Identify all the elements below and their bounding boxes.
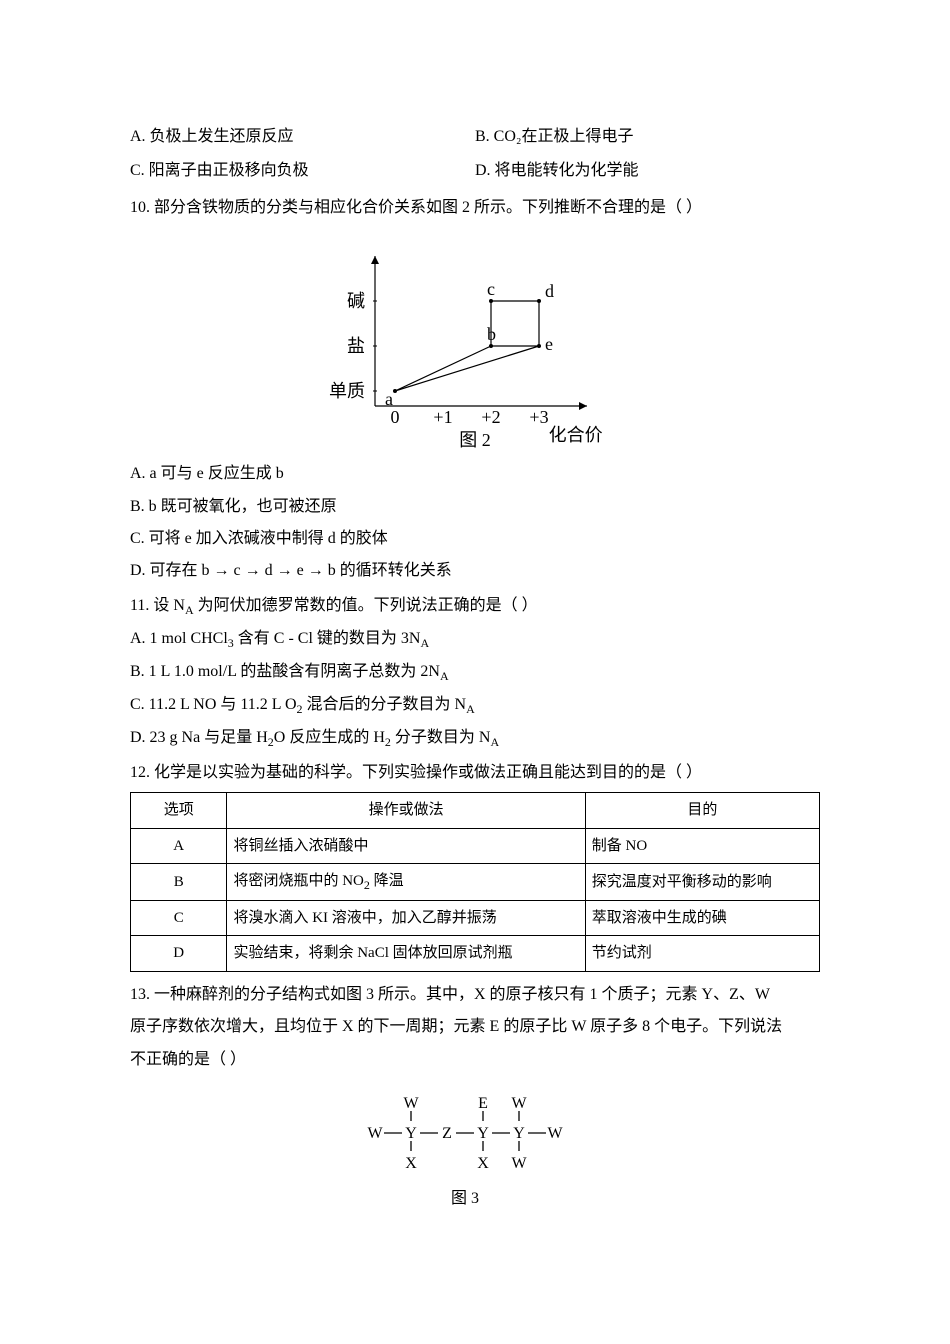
svg-text:碱: 碱	[347, 291, 365, 311]
table-cell: 将铜丝插入浓硝酸中	[227, 828, 585, 864]
q9-options-row1: A. 负极上发生还原反应 B. CO₂在正极上得电子	[130, 120, 820, 154]
svg-text:盐: 盐	[347, 336, 365, 356]
table-cell: 将密闭烧瓶中的 NO2 降温	[227, 864, 585, 901]
q11-optB: B. 1 L 1.0 mol/L 的盐酸含有阴离子总数为 2NA	[130, 657, 820, 688]
svg-text:Y: Y	[513, 1125, 525, 1142]
svg-text:化合价: 化合价	[549, 425, 603, 445]
svg-text:图 2: 图 2	[459, 430, 491, 450]
svg-text:0: 0	[391, 407, 400, 427]
q13-figure: WYZYYWWEWXXW图 3	[345, 1083, 605, 1223]
q9-options-row2: C. 阳离子由正极移向负极 D. 将电能转化为化学能	[130, 154, 820, 188]
q9-optC: C. 阳离子由正极移向负极	[130, 156, 475, 186]
svg-text:图 3: 图 3	[451, 1190, 479, 1207]
q10-optB: B. b 既可被氧化，也可被还原	[130, 492, 820, 522]
svg-text:c: c	[487, 279, 495, 299]
table-row: C将溴水滴入 KI 溶液中，加入乙醇并振荡萃取溶液中生成的碘	[131, 900, 820, 936]
table-header-row: 选项 操作或做法 目的	[131, 793, 820, 829]
svg-text:E: E	[478, 1095, 488, 1112]
q12-header-2: 目的	[585, 793, 819, 829]
q11-optC: C. 11.2 L NO 与 11.2 L O2 混合后的分子数目为 NA	[130, 690, 820, 721]
q11-optD: D. 23 g Na 与足量 H2O 反应生成的 H2 分子数目为 NA	[130, 723, 820, 754]
svg-text:a: a	[385, 389, 393, 409]
q12-header-0: 选项	[131, 793, 227, 829]
svg-text:X: X	[477, 1155, 489, 1172]
svg-text:单质: 单质	[329, 381, 365, 401]
svg-text:W: W	[367, 1125, 383, 1142]
svg-text:+3: +3	[529, 407, 548, 427]
svg-text:Y: Y	[405, 1125, 417, 1142]
svg-text:b: b	[487, 324, 496, 344]
table-cell: 制备 NO	[585, 828, 819, 864]
q13-stem-line1: 13. 一种麻醉剂的分子结构式如图 3 所示。其中，X 的原子核只有 1 个质子…	[130, 980, 820, 1010]
svg-text:W: W	[511, 1155, 527, 1172]
svg-text:W: W	[547, 1125, 563, 1142]
table-cell: B	[131, 864, 227, 901]
svg-text:e: e	[545, 334, 553, 354]
q11-optA: A. 1 mol CHCl3 含有 C - Cl 键的数目为 3NA	[130, 624, 820, 655]
q10-figure: 0 +1 +2 +3化合价 碱盐单质 a b e c d 图 2	[325, 231, 625, 451]
table-row: B将密闭烧瓶中的 NO2 降温探究温度对平衡移动的影响	[131, 864, 820, 901]
q11-stem: 11. 设 NA 为阿伏加德罗常数的值。下列说法正确的是（ ）	[130, 591, 820, 622]
q9-optB: B. CO₂在正极上得电子	[475, 122, 820, 152]
table-cell: A	[131, 828, 227, 864]
table-cell: 实验结束，将剩余 NaCl 固体放回原试剂瓶	[227, 936, 585, 972]
q9-optA: A. 负极上发生还原反应	[130, 122, 475, 152]
svg-text:W: W	[511, 1095, 527, 1112]
q10-optD: D. 可存在 b → c → d → e → b 的循环转化关系	[130, 556, 820, 586]
q13-stem-line3: 不正确的是（ ）	[130, 1045, 820, 1075]
table-cell: C	[131, 900, 227, 936]
table-cell: 节约试剂	[585, 936, 819, 972]
q10-optC: C. 可将 e 加入浓碱液中制得 d 的胶体	[130, 524, 820, 554]
q12-stem: 12. 化学是以实验为基础的科学。下列实验操作或做法正确且能达到目的的是（ ）	[130, 758, 820, 788]
svg-text:d: d	[545, 281, 554, 301]
table-cell: 萃取溶液中生成的碘	[585, 900, 819, 936]
svg-text:W: W	[403, 1095, 419, 1112]
q9-optD: D. 将电能转化为化学能	[475, 156, 820, 186]
q10-stem: 10. 部分含铁物质的分类与相应化合价关系如图 2 所示。下列推断不合理的是（ …	[130, 193, 820, 223]
svg-text:Z: Z	[442, 1125, 452, 1142]
svg-text:+2: +2	[481, 407, 500, 427]
q13-stem-line2: 原子序数依次增大，且均位于 X 的下一周期；元素 E 的原子比 W 原子多 8 …	[130, 1012, 820, 1042]
table-cell: 探究温度对平衡移动的影响	[585, 864, 819, 901]
svg-text:Y: Y	[477, 1125, 489, 1142]
q12-table: 选项 操作或做法 目的 A将铜丝插入浓硝酸中制备 NOB将密闭烧瓶中的 NO2 …	[130, 792, 820, 972]
svg-text:X: X	[405, 1155, 417, 1172]
q12-header-1: 操作或做法	[227, 793, 585, 829]
table-cell: D	[131, 936, 227, 972]
table-cell: 将溴水滴入 KI 溶液中，加入乙醇并振荡	[227, 900, 585, 936]
table-row: A将铜丝插入浓硝酸中制备 NO	[131, 828, 820, 864]
table-row: D实验结束，将剩余 NaCl 固体放回原试剂瓶节约试剂	[131, 936, 820, 972]
svg-text:+1: +1	[433, 407, 452, 427]
q10-optA: A. a 可与 e 反应生成 b	[130, 459, 820, 489]
